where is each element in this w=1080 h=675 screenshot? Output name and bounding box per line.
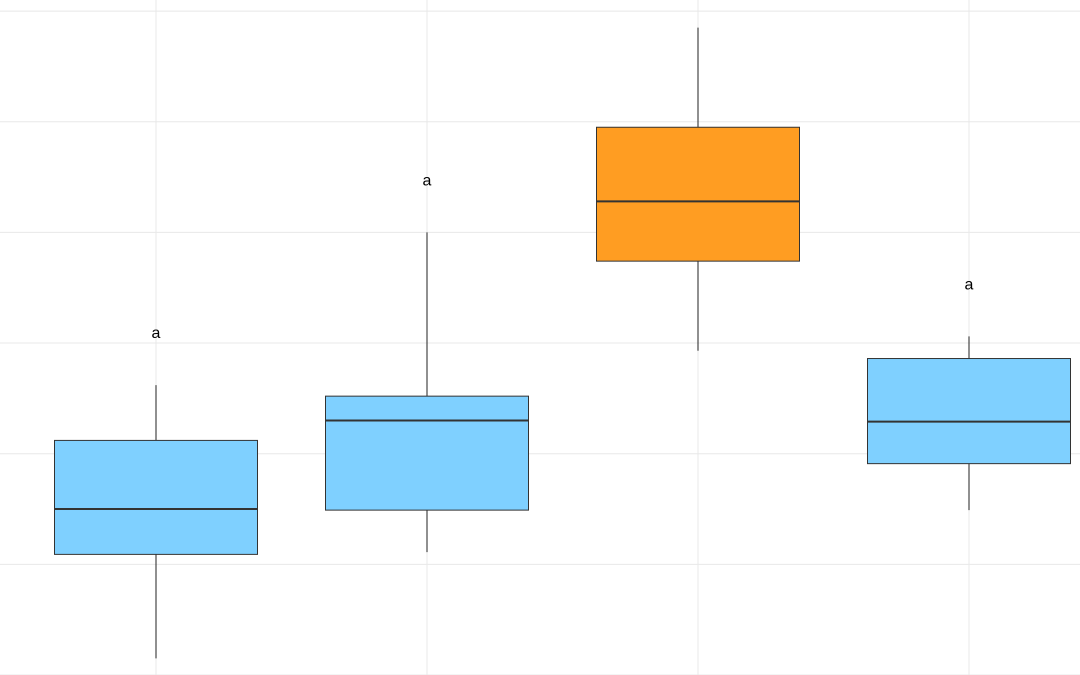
box xyxy=(325,395,529,511)
box xyxy=(54,439,258,555)
box xyxy=(596,126,800,262)
plot-area: a a a xyxy=(54,27,1071,659)
box-group-3 xyxy=(596,27,800,351)
significance-label: a xyxy=(965,276,974,293)
box-group-1: a xyxy=(54,325,258,659)
significance-label: a xyxy=(152,325,161,342)
box xyxy=(867,358,1071,465)
box-group-4: a xyxy=(867,276,1071,511)
significance-label: a xyxy=(423,172,432,189)
box-group-2: a xyxy=(325,172,529,553)
